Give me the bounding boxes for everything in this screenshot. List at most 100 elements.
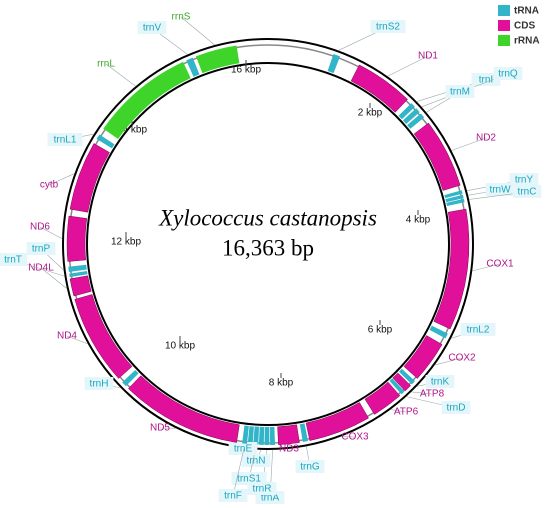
gene-label: trnG [300, 462, 320, 473]
legend-swatch [498, 35, 510, 46]
gene-label-bg [247, 482, 277, 495]
outer-ring [62, 38, 474, 450]
gene-arc [103, 61, 191, 140]
gene-arc [68, 264, 87, 272]
gene-connector [434, 357, 463, 366]
gene-label-bg [512, 185, 542, 198]
gene-arc [402, 108, 420, 124]
gene-arc [264, 426, 270, 445]
gene-label: trnE [234, 444, 253, 455]
gene-label: trnC [518, 187, 537, 198]
gene-label: ND4L [28, 263, 54, 274]
gene-arc [392, 372, 411, 392]
legend-label: rRNA [514, 36, 540, 47]
gene-label: trnL2 [467, 325, 490, 336]
gene-connector [40, 267, 68, 289]
scale-label: 8 kbp [269, 378, 294, 389]
gene-label: trnS2 [376, 22, 400, 33]
legend-swatch [498, 20, 510, 31]
gene-label-bg [47, 133, 83, 146]
gene-label: ND3 [279, 444, 299, 455]
gene-label: trnV [143, 23, 162, 34]
scale-label: 10 kbp [165, 341, 195, 352]
gene-arc [350, 64, 408, 113]
gene-label: trnR [253, 484, 272, 495]
gene-label-bg [84, 377, 114, 390]
gene-label: cytb [40, 180, 59, 191]
gene-label: trnM [450, 87, 470, 98]
gene-label-bg [231, 472, 267, 485]
gene-arc [195, 45, 240, 74]
gene-label: trnN [247, 456, 266, 467]
gene-arc [389, 378, 405, 395]
gene-connector [341, 436, 356, 438]
gene-label: trnS1 [237, 474, 261, 485]
gene-arc [66, 215, 88, 262]
gene-arc [413, 122, 461, 191]
gene-label: trnA [261, 493, 280, 504]
gene-connector [472, 263, 501, 272]
gene-arc [69, 271, 88, 278]
gene-label: trnH [90, 379, 109, 390]
legend-label: tRNA [514, 6, 539, 17]
gene-connector [411, 391, 433, 395]
scale-label: 6 kbp [368, 325, 393, 336]
gene-label: COX2 [448, 353, 476, 364]
genome-length: 16,363 bp [222, 235, 314, 260]
inner-ring [86, 62, 450, 426]
gene-label-bg [425, 375, 455, 388]
gene-label: trnI [479, 75, 493, 86]
gene-label-bg [295, 460, 325, 473]
gene-connector [387, 55, 429, 77]
gene-label: ND6 [30, 222, 50, 233]
gene-label: trnW [489, 185, 511, 196]
gene-arc [69, 143, 110, 213]
gene-label: trnK [431, 377, 450, 388]
gene-label: ATP8 [420, 389, 445, 400]
scale-label: 4 kbp [406, 215, 431, 226]
gene-label: ATP6 [394, 407, 419, 418]
gene-arc [69, 275, 92, 297]
gene-label: ND1 [418, 51, 438, 62]
gene-arc [258, 426, 265, 445]
gene-arc [444, 190, 463, 199]
gene-label: trnD [447, 403, 466, 414]
gene-label: trnP [32, 244, 51, 255]
gene-connector [180, 16, 215, 46]
gene-arc [122, 369, 139, 387]
gene-connector [66, 335, 88, 345]
gene-label: ND2 [476, 133, 496, 144]
gene-label: trnQ [498, 69, 518, 80]
gene-connector [451, 137, 487, 151]
gene-arc [128, 375, 240, 443]
gene-label-bg [460, 323, 496, 336]
scale-label: 16 kbp [231, 65, 261, 76]
gene-arc [433, 208, 470, 330]
gene-arc [269, 426, 276, 445]
gene-label-bg [218, 489, 248, 502]
gene-arc [96, 134, 115, 149]
gene-label-bg [441, 401, 471, 414]
gene-label-bg [228, 442, 258, 455]
gene-label: rrnL [97, 59, 115, 70]
gene-label-bg [485, 183, 515, 196]
gene-label: COX3 [341, 432, 369, 443]
gene-label: ND5 [150, 423, 170, 434]
gene-arc [186, 57, 200, 77]
gene-label: trnF [224, 491, 242, 502]
gene-arc [407, 113, 425, 129]
gene-arc [445, 194, 464, 203]
gene-label-bg [137, 21, 167, 34]
gene-arc [242, 425, 249, 444]
gene-arc [299, 423, 309, 442]
gene-arc [403, 335, 443, 379]
gene-label-bg [370, 20, 406, 33]
gene-label-bg [445, 85, 475, 98]
gene-label-bg [493, 67, 523, 80]
gene-arc [327, 53, 341, 74]
gene-arc [277, 424, 300, 445]
gene-label: trnL1 [54, 135, 77, 146]
gene-label-bg [26, 242, 56, 255]
gene-label-bg [471, 73, 501, 86]
gene-label: trnY [515, 175, 534, 186]
